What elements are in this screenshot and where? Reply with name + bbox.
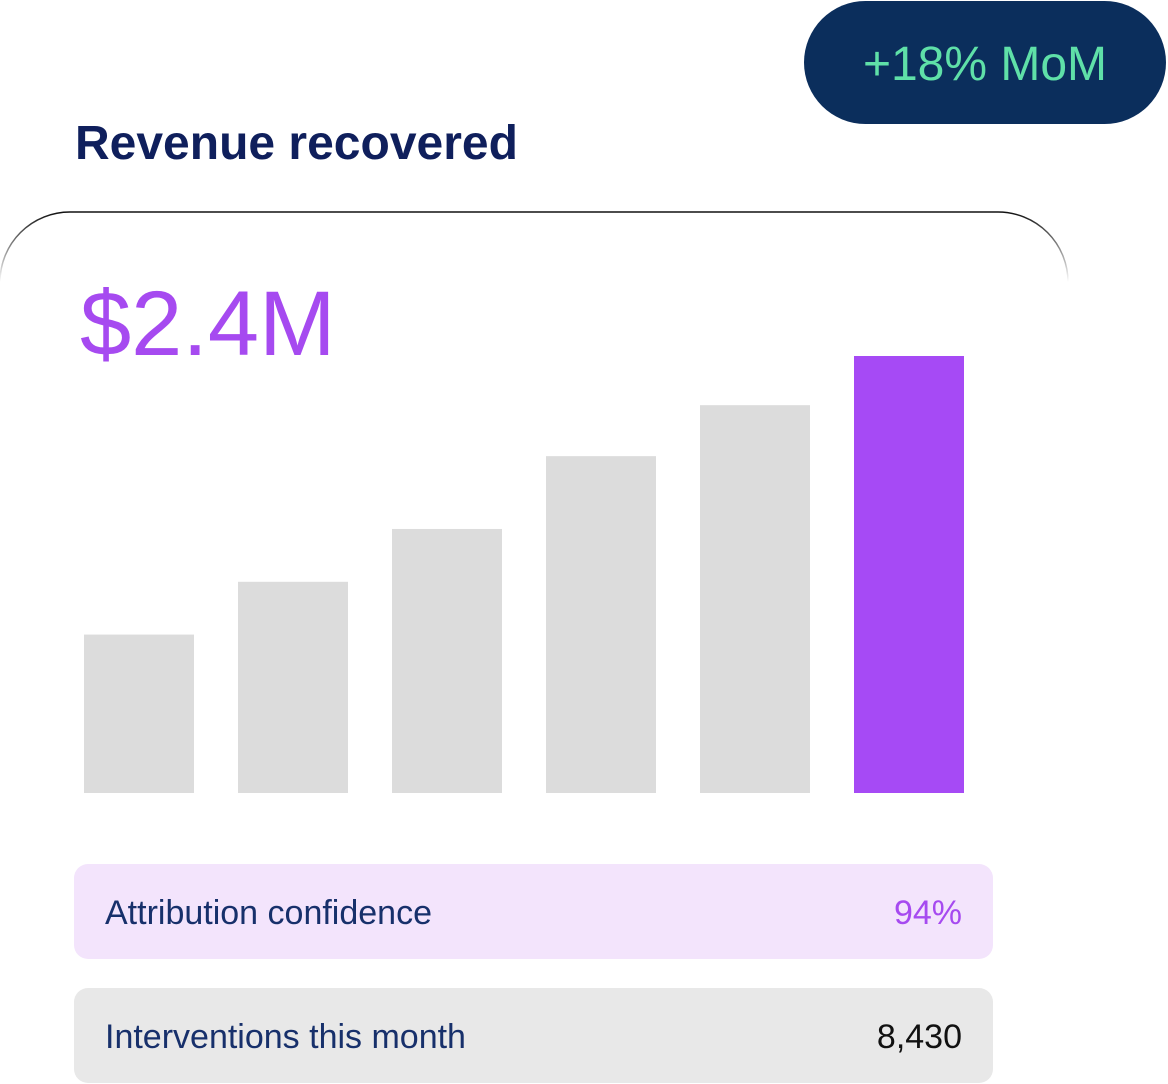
bar (854, 356, 964, 793)
stat-value: 94% (894, 894, 962, 932)
title: Revenue recovered (75, 117, 518, 170)
headline-value: $2.4M (80, 273, 336, 375)
stat-label: Attribution confidence (105, 894, 432, 932)
bar (392, 528, 502, 793)
badge-text: +18% MoM (863, 38, 1107, 91)
bar-chart (84, 356, 964, 793)
stat-row (74, 864, 993, 959)
stat-label: Interventions this month (105, 1018, 466, 1056)
stat-row (74, 988, 993, 1083)
stat-value: 8,430 (877, 1018, 962, 1056)
badge (804, 1, 1166, 124)
bar (546, 456, 656, 793)
bar (238, 581, 348, 793)
card-border (0, 211, 1069, 283)
bar (84, 634, 194, 793)
bar (700, 405, 810, 793)
